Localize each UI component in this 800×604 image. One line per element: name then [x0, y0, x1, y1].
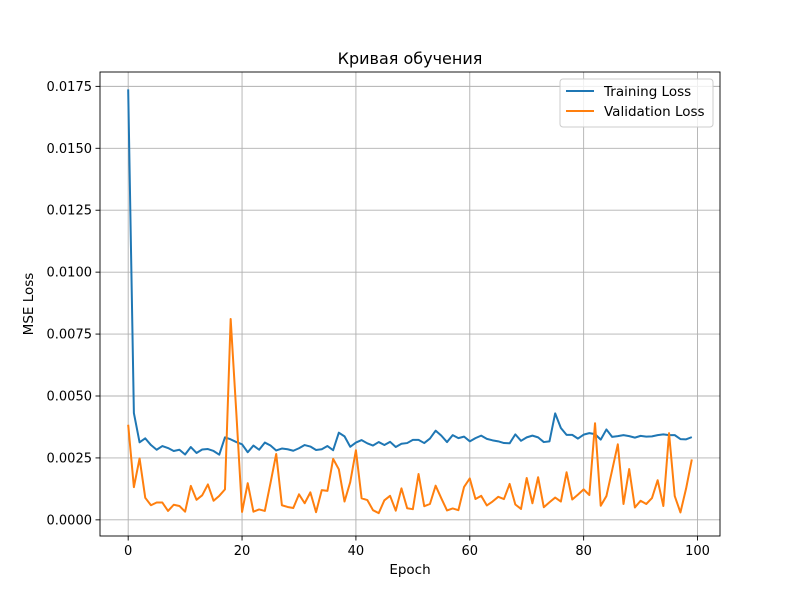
- y-tick-label: 0.0050: [47, 389, 93, 404]
- legend: Training Loss Validation Loss: [559, 78, 714, 128]
- y-tick-label: 0.0025: [47, 451, 93, 466]
- y-tick-label: 0.0100: [47, 266, 93, 281]
- y-tick-label: 0.0125: [47, 204, 93, 219]
- axis-ticks: 0 20 40 60 80 100 0.0000 0.0025 0.0050 0.0075 0.01…: [47, 80, 710, 559]
- grid: [100, 72, 720, 536]
- x-tick-label: 60: [462, 544, 479, 559]
- y-tick-label: 0.0000: [47, 513, 93, 528]
- legend-box: [559, 78, 714, 128]
- x-tick-label: 0: [124, 544, 132, 559]
- x-axis-label: Epoch: [389, 562, 430, 578]
- x-tick-label: 40: [348, 544, 365, 559]
- plot-frame: [99, 71, 721, 537]
- series-line-1: [127, 317, 693, 515]
- y-tick-label: 0.0175: [47, 80, 93, 95]
- x-tick-label: 80: [575, 544, 592, 559]
- y-tick-label: 0.0150: [47, 142, 93, 157]
- y-axis-label: MSE Loss: [21, 273, 37, 336]
- chart-title: Кривая обучения: [338, 49, 483, 68]
- x-tick-label: 100: [685, 544, 710, 559]
- x-tick-label: 20: [234, 544, 251, 559]
- series-lines: [127, 89, 693, 515]
- series-line-0: [127, 89, 693, 456]
- y-tick-label: 0.0075: [47, 328, 93, 343]
- legend-label-training: Training Loss: [603, 84, 691, 100]
- legend-label-validation: Validation Loss: [604, 104, 705, 120]
